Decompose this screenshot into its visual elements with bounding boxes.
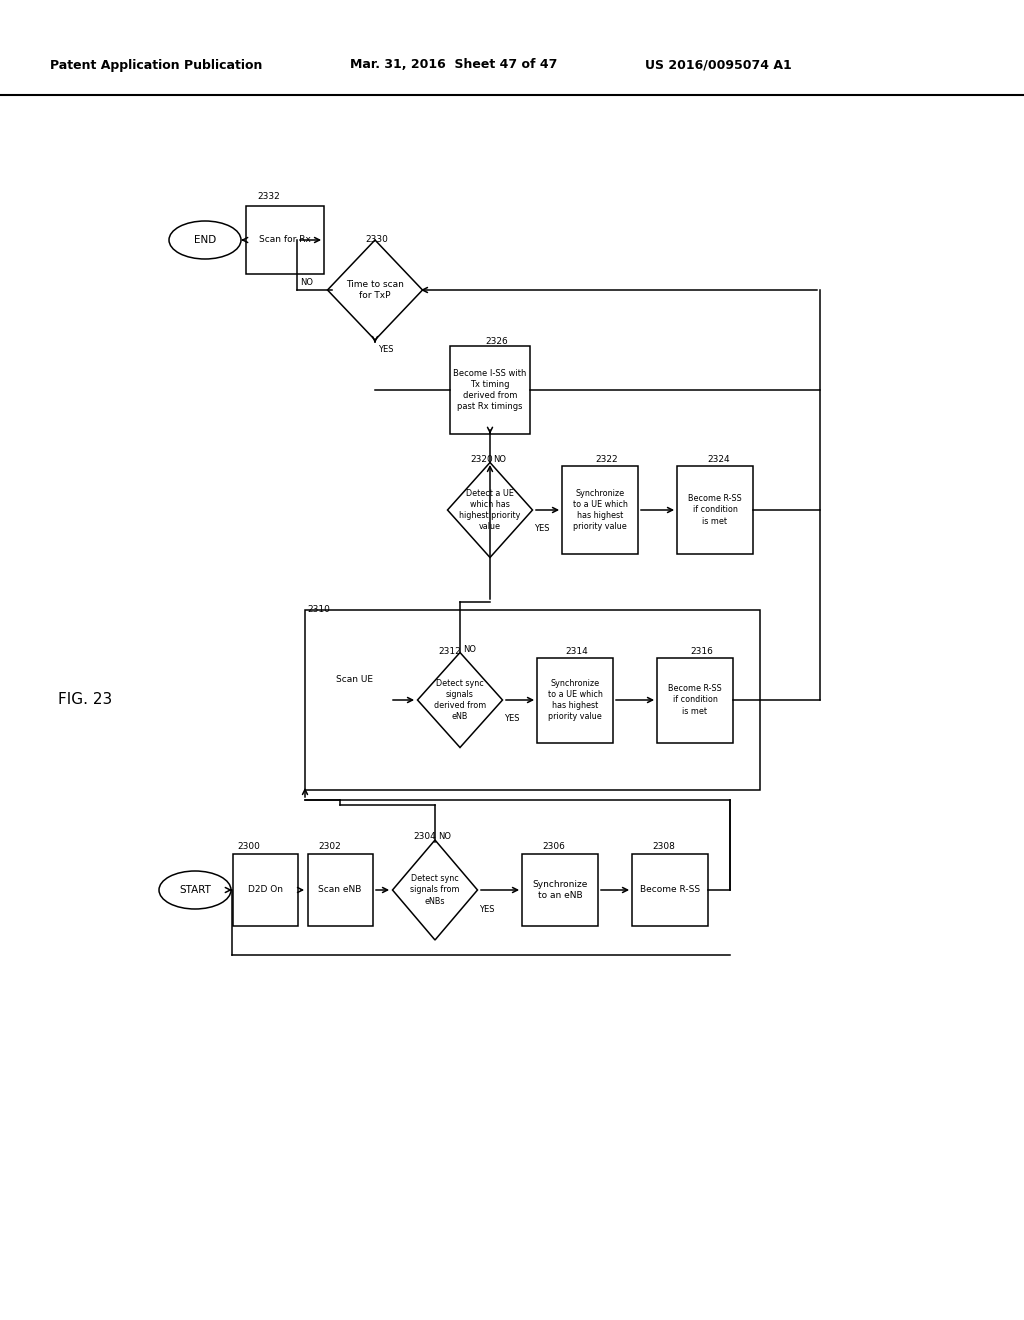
Text: 2302: 2302 [318, 842, 341, 851]
Text: Become R-SS
if condition
is met: Become R-SS if condition is met [688, 495, 741, 525]
Text: 2326: 2326 [485, 337, 508, 346]
Text: Detect sync
signals
derived from
eNB: Detect sync signals derived from eNB [434, 678, 486, 721]
Text: Synchronize
to a UE which
has highest
priority value: Synchronize to a UE which has highest pr… [572, 488, 628, 531]
Text: YES: YES [479, 906, 495, 913]
Text: US 2016/0095074 A1: US 2016/0095074 A1 [645, 58, 792, 71]
Text: START: START [179, 884, 211, 895]
Text: 2330: 2330 [365, 235, 388, 244]
Text: YES: YES [504, 714, 519, 723]
Text: NO: NO [300, 279, 313, 286]
Text: 2320: 2320 [470, 455, 493, 465]
Text: 2300: 2300 [237, 842, 260, 851]
Text: NO: NO [463, 645, 476, 653]
Text: 2314: 2314 [565, 647, 588, 656]
Text: 2332: 2332 [257, 191, 280, 201]
Text: YES: YES [534, 524, 550, 533]
Text: Time to scan
for TxP: Time to scan for TxP [346, 280, 403, 300]
Text: Patent Application Publication: Patent Application Publication [50, 58, 262, 71]
Text: 2306: 2306 [542, 842, 565, 851]
Text: NO: NO [493, 455, 506, 465]
Text: 2312: 2312 [438, 647, 461, 656]
Text: Mar. 31, 2016  Sheet 47 of 47: Mar. 31, 2016 Sheet 47 of 47 [350, 58, 557, 71]
Text: Scan for Rx: Scan for Rx [259, 235, 311, 244]
Text: 2308: 2308 [652, 842, 675, 851]
Text: Become I-SS with
Tx timing
derived from
past Rx timings: Become I-SS with Tx timing derived from … [454, 368, 526, 411]
Text: END: END [194, 235, 216, 246]
Text: Synchronize
to an eNB: Synchronize to an eNB [532, 880, 588, 900]
Text: 2322: 2322 [595, 455, 617, 465]
Text: YES: YES [378, 345, 393, 354]
Text: 2324: 2324 [707, 455, 730, 465]
Text: Detect a UE
which has
highest priority
value: Detect a UE which has highest priority v… [460, 488, 520, 531]
Text: Become R-SS
if condition
is met: Become R-SS if condition is met [668, 684, 722, 715]
Text: FIG. 23: FIG. 23 [58, 693, 113, 708]
Text: Scan eNB: Scan eNB [318, 886, 361, 895]
Text: Synchronize
to a UE which
has highest
priority value: Synchronize to a UE which has highest pr… [548, 678, 602, 721]
Text: 2316: 2316 [690, 647, 713, 656]
Text: 2310: 2310 [307, 605, 330, 614]
Text: D2D On: D2D On [248, 886, 283, 895]
Text: 2304: 2304 [413, 832, 436, 841]
Text: Detect sync
signals from
eNBs: Detect sync signals from eNBs [411, 874, 460, 906]
Text: NO: NO [438, 832, 451, 841]
Text: Become R-SS: Become R-SS [640, 886, 700, 895]
Text: Scan UE: Scan UE [337, 676, 374, 685]
